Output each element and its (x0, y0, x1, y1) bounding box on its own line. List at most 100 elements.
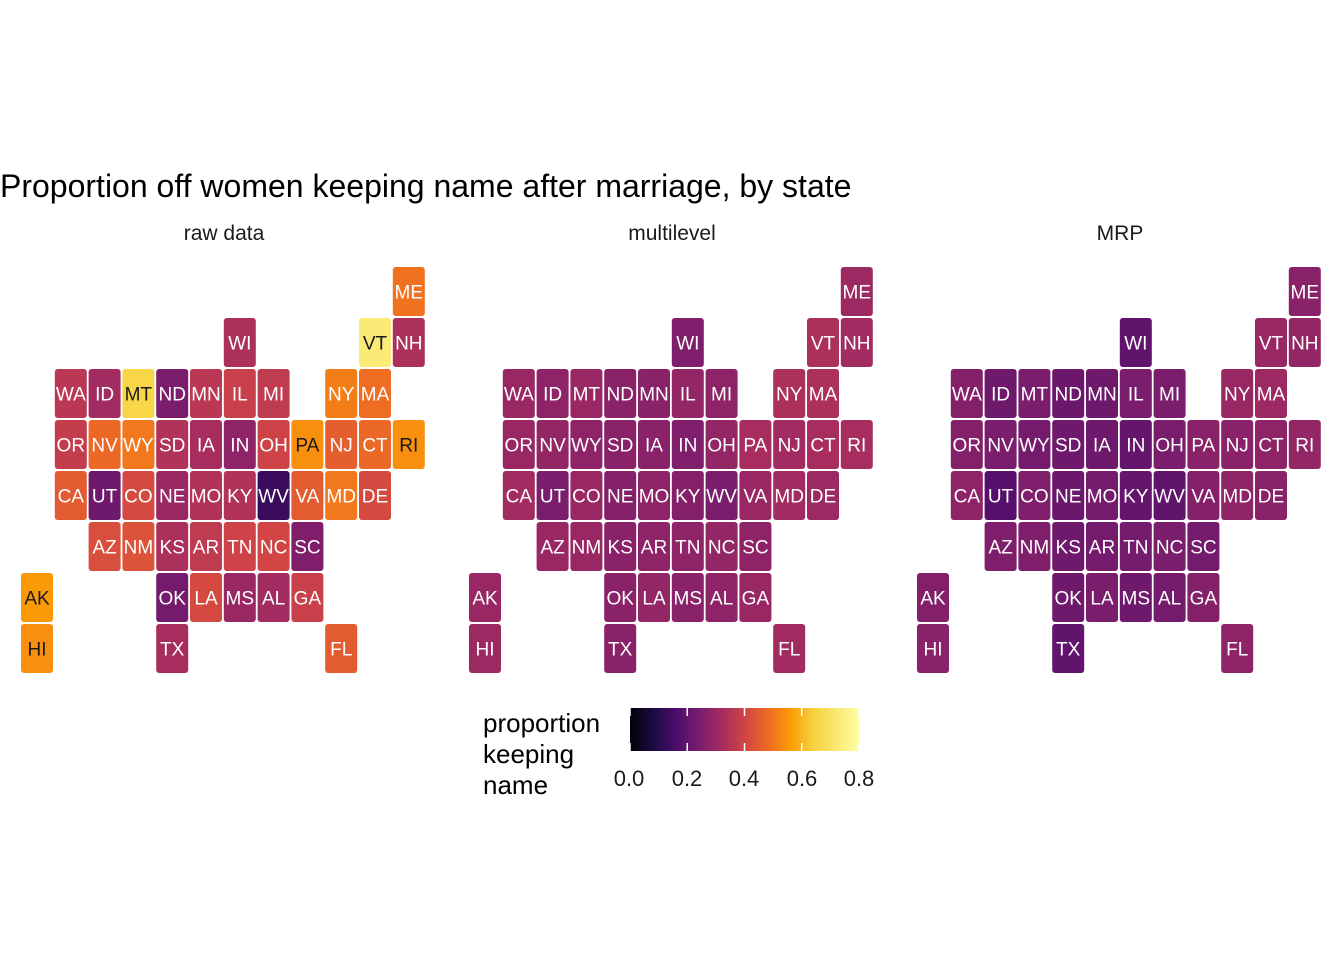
state-tile-label: WV (1154, 487, 1185, 508)
state-tile-label: PA (295, 436, 319, 457)
state-tile-label: WI (676, 334, 699, 355)
state-tile-label: ME (395, 283, 424, 304)
state-tile-label: OK (1054, 589, 1082, 610)
state-tile-label: ND (158, 385, 185, 406)
state-tile-label: DE (362, 487, 388, 508)
state-tile-label: MT (573, 385, 601, 406)
chart-title: Proportion off women keeping name after … (0, 168, 852, 204)
state-tile (469, 573, 501, 622)
state-tile (21, 624, 53, 673)
state-tile-label: AK (472, 589, 498, 610)
state-tile (536, 471, 569, 520)
state-tile-label: ID (95, 385, 114, 406)
state-tile (1153, 522, 1186, 571)
state-tile-label: ND (606, 385, 633, 406)
state-tile-label: CA (954, 487, 981, 508)
state-tile-label: VT (811, 334, 836, 355)
state-tile-label: HI (924, 640, 943, 661)
legend-colorbar (630, 708, 859, 751)
state-tile-label: TN (675, 538, 700, 559)
state-tile-label: DE (1258, 487, 1284, 508)
state-tile (54, 471, 87, 520)
state-tile (190, 573, 222, 622)
facet-map: ME WI VT NH WA ID MT ND MN IL MI NY MA OR NV WY SD IA IN OH… (21, 267, 425, 673)
state-tile (291, 573, 324, 622)
state-tile-label: WY (571, 436, 602, 457)
state-tile (502, 420, 535, 469)
state-tile (1255, 369, 1287, 418)
state-tile-label: NE (159, 487, 185, 508)
state-tile-label: MI (263, 385, 284, 406)
state-tile (1052, 522, 1085, 571)
state-tile (223, 318, 256, 367)
state-tile (1288, 420, 1321, 469)
state-tile (359, 318, 391, 367)
state-tile-label: MA (809, 385, 838, 406)
state-tile (705, 369, 738, 418)
state-tile-label: CO (572, 487, 601, 508)
state-tile (536, 420, 569, 469)
state-tile-label: NM (572, 538, 602, 559)
state-tile-label: IA (197, 436, 215, 457)
state-tile (604, 369, 637, 418)
state-tile (54, 420, 87, 469)
state-tile-label: GA (294, 589, 322, 610)
legend-title-line: proportion (483, 708, 601, 738)
state-tile-label: VA (295, 487, 319, 508)
state-tile (773, 471, 806, 520)
state-tile (604, 573, 637, 622)
state-tile (190, 420, 222, 469)
state-tile-label: MT (1021, 385, 1049, 406)
state-tile-label: NH (843, 334, 870, 355)
state-tile-label: OR (57, 436, 86, 457)
state-tile-label: WA (56, 385, 86, 406)
state-tile (570, 471, 603, 520)
state-tile (1086, 471, 1118, 520)
state-tile-label: UT (540, 487, 566, 508)
state-tile (950, 369, 983, 418)
state-tile-label: MT (125, 385, 153, 406)
state-tile-label: NM (124, 538, 154, 559)
state-tile-label: CA (506, 487, 533, 508)
state-tile-label: OH (259, 436, 288, 457)
state-tile-label: KS (608, 538, 633, 559)
state-tile-label: AL (710, 589, 733, 610)
state-tile-label: MN (639, 385, 669, 406)
state-tile-label: SC (1190, 538, 1216, 559)
state-tile (773, 624, 806, 673)
state-tile (1255, 471, 1287, 520)
state-tile-label: OR (953, 436, 982, 457)
state-tile (536, 522, 569, 571)
legend-title-line: keeping (483, 739, 575, 769)
state-tile (705, 471, 738, 520)
state-tile-label: WI (228, 334, 251, 355)
state-tile-label: AK (920, 589, 946, 610)
state-tile (739, 522, 772, 571)
state-tile (1052, 471, 1085, 520)
state-tile (984, 369, 1017, 418)
state-tile (1052, 624, 1085, 673)
state-tile-label: VA (743, 487, 767, 508)
legend-tick-label: 0.4 (728, 766, 760, 791)
state-tile-label: WY (123, 436, 154, 457)
state-tile (638, 573, 670, 622)
state-tile-label: IN (1126, 436, 1145, 457)
state-tile-label: WV (258, 487, 289, 508)
state-tile (671, 471, 704, 520)
state-tile-label: NM (1020, 538, 1050, 559)
state-tile (638, 369, 670, 418)
state-tile (88, 471, 121, 520)
state-tile (1288, 318, 1321, 367)
state-tile-label: KS (1056, 538, 1081, 559)
state-tile (88, 522, 121, 571)
state-tile-label: IN (678, 436, 697, 457)
state-tile-label: LA (194, 589, 218, 610)
state-tile (325, 471, 358, 520)
state-tile-label: MN (191, 385, 221, 406)
state-tile-label: LA (1090, 589, 1114, 610)
state-tile (1187, 522, 1220, 571)
state-tile (257, 471, 290, 520)
state-tile-label: ID (991, 385, 1010, 406)
state-tile (502, 471, 535, 520)
state-tile (705, 420, 738, 469)
